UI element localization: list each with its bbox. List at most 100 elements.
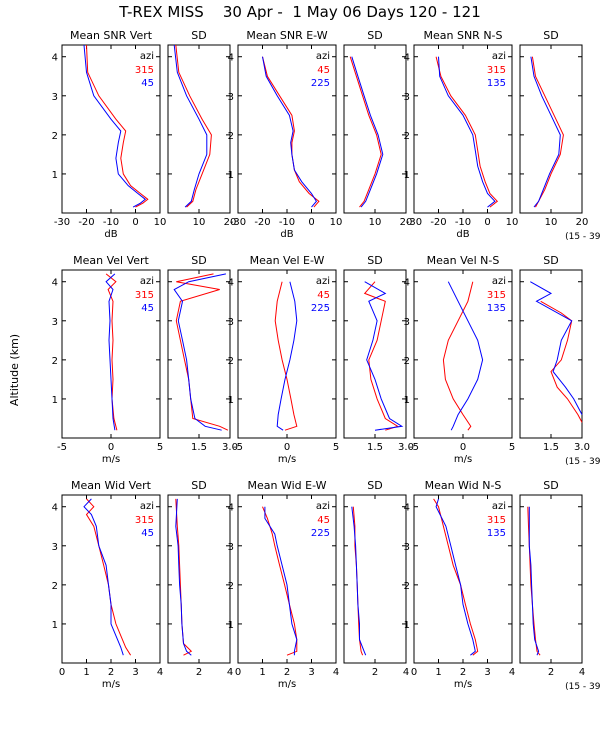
wid-0-mean-series-red-line bbox=[85, 498, 132, 656]
wid-0-sd-panel: 2 4 SD bbox=[167, 479, 233, 678]
wid-2-sd-ut-note: (15 - 39 UT) bbox=[565, 682, 600, 692]
snr-1-mean-ytick-label: 3 bbox=[228, 92, 234, 103]
snr-2-mean-xlabel: dB bbox=[456, 229, 469, 240]
wid-0-sd-series-red-line bbox=[175, 498, 193, 656]
wid-1-sd-xtick-label: 4 bbox=[403, 667, 409, 678]
vel-1-sd-frame bbox=[343, 269, 407, 439]
vel-0-mean-ytick-label: 3 bbox=[52, 317, 58, 328]
snr-0-mean-legend-entry: 45 bbox=[141, 78, 154, 89]
vel-1-mean-ytick-label: 3 bbox=[228, 317, 234, 328]
wid-2-mean-legend-entry: 315 bbox=[487, 515, 506, 526]
snr-0-sd-xtick-label: 20 bbox=[224, 217, 237, 228]
wid-1-mean-title: Mean Wid E-W bbox=[248, 479, 327, 492]
vel-2-mean-legend-header: azi bbox=[492, 276, 506, 287]
snr-0-mean-series-blue-line bbox=[83, 44, 147, 208]
snr-2-mean-ytick-label: 2 bbox=[404, 131, 410, 142]
vel-0-mean-legend-entry: 45 bbox=[141, 303, 154, 314]
snr-0-mean-xlabel: dB bbox=[104, 229, 117, 240]
vel-1-sd-series-blue-line bbox=[364, 281, 404, 431]
vel-2-sd-series-blue-line bbox=[530, 281, 583, 415]
wid-2-sd-panel: 2 4 SD (15 - 39 UT) bbox=[519, 479, 600, 692]
vel-2-mean-ytick-label: 4 bbox=[404, 278, 410, 289]
wid-0-mean-title: Mean Wid Vert bbox=[71, 479, 152, 492]
vel-0-mean-ytick-label: 2 bbox=[52, 356, 58, 367]
snr-0-mean-xtick-label: -10 bbox=[103, 217, 119, 228]
wid-1-mean-ytick-label: 4 bbox=[228, 503, 234, 514]
vel-0-sd-series-red-line bbox=[175, 273, 229, 431]
wid-0-mean-ytick-label: 4 bbox=[52, 503, 58, 514]
snr-2-mean-ytick-label: 3 bbox=[404, 92, 410, 103]
vel-0-sd-title: SD bbox=[191, 254, 206, 267]
wid-1-mean-legend-entry: 225 bbox=[311, 528, 330, 539]
vel-0-mean-series-red-line bbox=[105, 273, 118, 431]
vel-1-sd-xtick-label: 3.0 bbox=[398, 442, 414, 453]
snr-1-mean-legend-header: azi bbox=[316, 51, 330, 62]
vel-0-mean-panel: -5 0 5 1 2 3 4 Mean Vel Vert m/s azi 315 45 bbox=[52, 254, 164, 465]
vel-1-mean-xlabel: m/s bbox=[278, 454, 296, 465]
vel-1-mean-xtick-label: -5 bbox=[233, 442, 243, 453]
snr-2-mean-legend-entry: 135 bbox=[487, 78, 506, 89]
wid-0-mean-ytick-label: 3 bbox=[52, 542, 58, 553]
snr-2-mean-legend-entry: 315 bbox=[487, 65, 506, 76]
wid-1-mean-legend-header: azi bbox=[316, 501, 330, 512]
wid-1-mean-ytick-label: 3 bbox=[228, 542, 234, 553]
wid-1-mean-panel: 0 1 2 3 4 1 2 3 4 Mean Wid E-W m/s azi 45 225 bbox=[228, 479, 340, 690]
wid-0-mean-xtick-label: 2 bbox=[108, 667, 114, 678]
snr-0-mean-xtick-label: 10 bbox=[154, 217, 167, 228]
wid-0-mean-xtick-label: 0 bbox=[59, 667, 65, 678]
vel-1-mean-panel: -5 0 5 1 2 3 4 Mean Vel E-W m/s azi 45 225 bbox=[228, 254, 340, 465]
wid-2-mean-legend-entry: 135 bbox=[487, 528, 506, 539]
wid-0-mean-series-blue-line bbox=[83, 498, 124, 656]
snr-1-mean-ytick-label: 2 bbox=[228, 131, 234, 142]
vel-1-mean-xtick-label: 0 bbox=[284, 442, 290, 453]
wid-0-mean-xtick-label: 1 bbox=[83, 667, 89, 678]
vel-2-mean-ytick-label: 1 bbox=[404, 395, 410, 406]
snr-0-mean-xtick-label: -30 bbox=[54, 217, 70, 228]
snr-1-mean-xtick-label: -20 bbox=[254, 217, 270, 228]
snr-2-mean-xtick-label: -30 bbox=[406, 217, 422, 228]
wid-1-mean-xtick-label: 3 bbox=[308, 667, 314, 678]
wid-0-mean-xtick-label: 4 bbox=[157, 667, 163, 678]
vel-2-sd-series-red-line bbox=[540, 300, 583, 423]
snr-2-sd-panel: 10 20 SD (15 - 39 UT) bbox=[519, 29, 600, 242]
vel-0-sd-series-blue-line bbox=[173, 273, 227, 431]
wid-1-mean-legend-entry: 45 bbox=[317, 515, 330, 526]
wid-2-sd-xtick-label: 4 bbox=[579, 667, 585, 678]
wid-2-mean-xlabel: m/s bbox=[454, 679, 472, 690]
vel-2-mean-title: Mean Vel N-S bbox=[427, 254, 500, 267]
vel-1-sd-series-red-line bbox=[363, 281, 399, 431]
snr-0-mean-legend-header: azi bbox=[140, 51, 154, 62]
wid-0-mean-legend-entry: 315 bbox=[135, 515, 154, 526]
vel-1-sd-panel: 1.5 3.0 SD bbox=[343, 254, 414, 453]
wid-1-mean-ytick-label: 2 bbox=[228, 581, 234, 592]
wid-1-sd-title: SD bbox=[367, 479, 382, 492]
vel-0-mean-series-blue-line bbox=[105, 273, 116, 431]
vel-2-mean-xlabel: m/s bbox=[454, 454, 472, 465]
snr-1-mean-xtick-label: -30 bbox=[230, 217, 246, 228]
vel-0-mean-title: Mean Vel Vert bbox=[73, 254, 149, 267]
wid-1-mean-xtick-label: 1 bbox=[259, 667, 265, 678]
vel-0-mean-xtick-label: -5 bbox=[57, 442, 67, 453]
y-axis-label: Altitude (km) bbox=[8, 334, 21, 406]
wid-0-sd-xtick-label: 2 bbox=[196, 667, 202, 678]
wid-2-sd-title: SD bbox=[543, 479, 558, 492]
snr-1-sd-series-red-line bbox=[349, 56, 382, 208]
vel-2-mean-ytick-label: 2 bbox=[404, 356, 410, 367]
wid-1-sd-series-blue-line bbox=[351, 506, 367, 656]
vel-1-sd-title: SD bbox=[367, 254, 382, 267]
snr-2-mean-xtick-label: 0 bbox=[484, 217, 490, 228]
wid-2-mean-xtick-label: 1 bbox=[435, 667, 441, 678]
wid-2-mean-title: Mean Wid N-S bbox=[425, 479, 502, 492]
wid-2-mean-panel: 0 1 2 3 4 1 2 3 4 Mean Wid N-S m/s azi 315 135 bbox=[404, 479, 516, 690]
vel-0-mean-xlabel: m/s bbox=[102, 454, 120, 465]
vel-2-mean-xtick-label: 5 bbox=[509, 442, 515, 453]
vel-0-sd-xtick-label: 1.5 bbox=[191, 442, 207, 453]
snr-0-sd-panel: 10 20 SD bbox=[167, 29, 237, 228]
snr-2-mean-series-blue-line bbox=[438, 56, 496, 208]
vel-2-mean-legend-entry: 135 bbox=[487, 303, 506, 314]
snr-1-mean-series-red-line bbox=[262, 56, 320, 208]
snr-1-mean-xtick-label: -10 bbox=[279, 217, 295, 228]
wid-0-mean-ytick-label: 2 bbox=[52, 581, 58, 592]
vel-0-mean-xtick-label: 5 bbox=[157, 442, 163, 453]
vel-0-mean-ytick-label: 4 bbox=[52, 278, 58, 289]
